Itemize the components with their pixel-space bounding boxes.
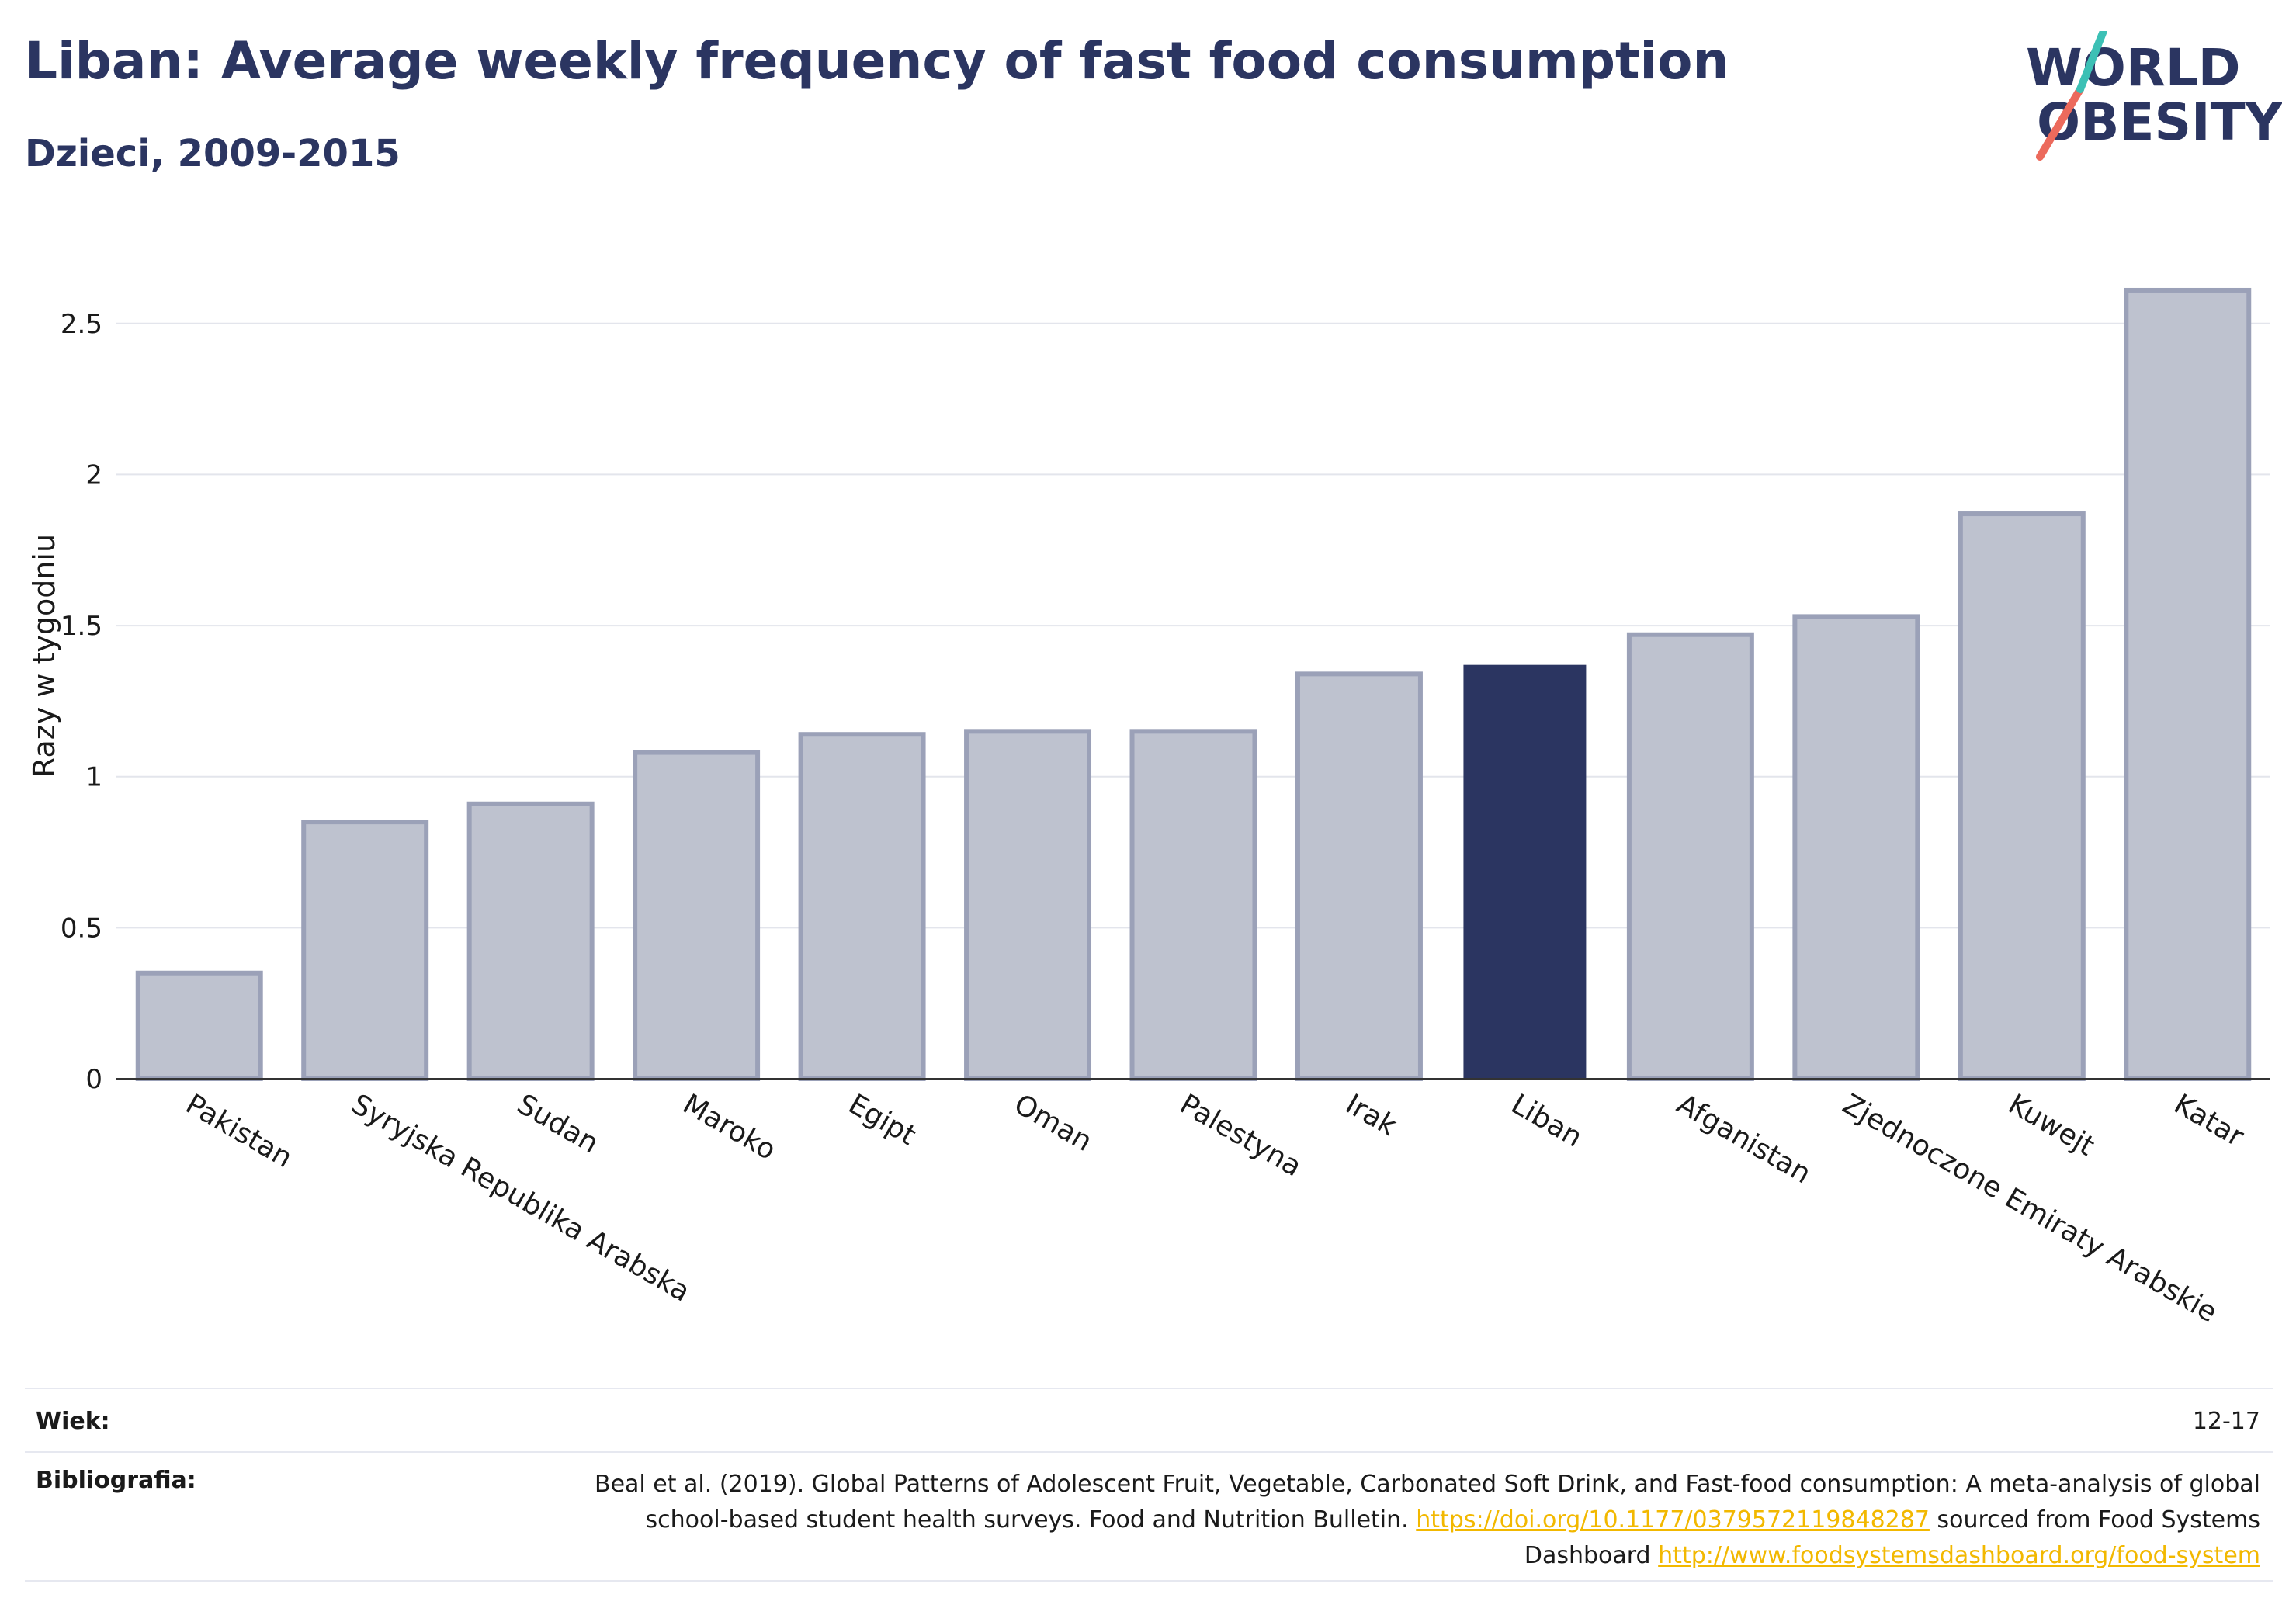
world-obesity-logo: WORLD OBESITY (2026, 31, 2282, 161)
bar-afganistan[interactable] (1626, 632, 1754, 1081)
y-tick-label: 1.5 (61, 611, 102, 642)
bibliography-label: Bibliografia: (36, 1467, 196, 1494)
bar-pakistan[interactable] (135, 970, 263, 1081)
x-tick-label: Syryjska Republika Arabska (346, 1088, 695, 1308)
chart-title: Liban: Average weekly frequency of fast … (25, 31, 1729, 91)
x-tick-label: Afganistan (1671, 1088, 1816, 1190)
bibliography-citation: Beal et al. (2019). Global Patterns of A… (594, 1471, 2260, 1534)
y-tick-label: 1 (85, 762, 102, 793)
bar-egipt[interactable] (798, 732, 926, 1081)
x-tick-label: Pakistan (180, 1088, 297, 1174)
y-tick-label: 0.5 (61, 913, 102, 944)
bar-katar[interactable] (2124, 287, 2252, 1081)
bar-sudan[interactable] (466, 801, 595, 1081)
bar-oman[interactable] (964, 729, 1092, 1081)
bar-syryjska-republika-arabska[interactable] (301, 820, 429, 1082)
y-tick-label: 0 (85, 1064, 102, 1095)
bar-maroko[interactable] (633, 750, 761, 1081)
logo-line2: OBESITY (2037, 92, 2282, 152)
x-tick-label: Palestyna (1174, 1088, 1307, 1183)
chart-subtitle: Dzieci, 2009-2015 (25, 132, 401, 175)
logo-slash-teal (2076, 31, 2107, 93)
age-value: 12-17 (2192, 1408, 2260, 1435)
bar-liban[interactable] (1463, 664, 1587, 1079)
footer-divider-bottom (25, 1580, 2273, 1582)
footer-divider-middle (25, 1451, 2273, 1453)
x-tick-label: Kuwejt (2003, 1088, 2100, 1163)
bar-zjednoczone-emiraty-arabskie[interactable] (1792, 614, 1920, 1081)
x-tick-label: Maroko (678, 1088, 782, 1166)
y-tick-label: 2.5 (61, 309, 102, 340)
x-tick-label: Irak (1340, 1088, 1402, 1142)
age-label: Wiek: (36, 1408, 110, 1435)
bibliography-source: sourced from Food Systems Dashboard (1524, 1506, 2260, 1569)
x-tick-label: Egipt (843, 1088, 921, 1152)
bar-irak[interactable] (1295, 671, 1423, 1081)
logo-slash-coral (2036, 85, 2084, 161)
bar-palestyna[interactable] (1129, 729, 1257, 1081)
bar-kuwejt[interactable] (1958, 511, 2086, 1081)
bibliography-text: Beal et al. (2019). Global Patterns of A… (553, 1467, 2260, 1574)
bar-chart: 0 0.5 1 1.5 2 2.5 Razy w tygodniu Pakistan Syryj… (27, 287, 2270, 1329)
x-tick-label: Katar (2169, 1088, 2249, 1153)
x-tick-label: Sudan (512, 1088, 604, 1159)
doi-link[interactable]: https://doi.org/10.1177/0379572119848287 (1416, 1506, 1930, 1534)
x-tick-label: Oman (1009, 1088, 1098, 1158)
y-tick-label: 2 (85, 459, 102, 490)
dashboard-link[interactable]: http://www.foodsystemsdashboard.org/food… (1658, 1542, 2260, 1569)
y-axis-label: Razy w tygodniu (27, 534, 61, 778)
x-tick-label: Liban (1506, 1088, 1587, 1153)
footer-divider-top (25, 1388, 2273, 1389)
logo-line1: WORLD (2026, 38, 2241, 98)
